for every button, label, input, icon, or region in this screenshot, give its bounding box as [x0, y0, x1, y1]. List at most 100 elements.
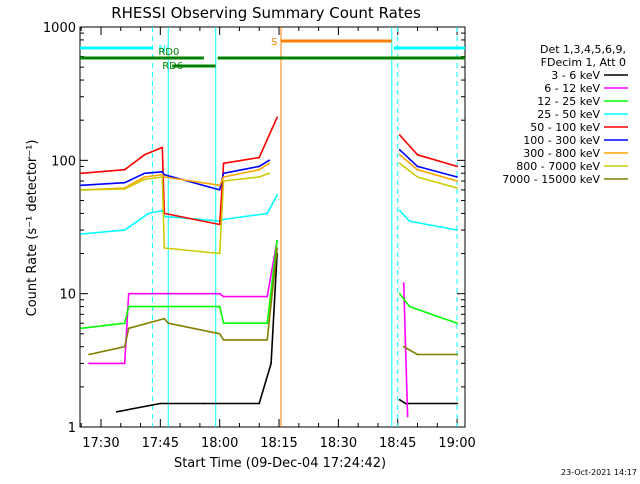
data-point: [222, 218, 225, 221]
data-point: [167, 292, 170, 295]
x-axis-label: Start Time (09-Dec-04 17:24:42): [174, 456, 386, 471]
data-point: [276, 239, 278, 242]
data-point: [258, 402, 261, 405]
data-point: [268, 172, 271, 175]
data-point: [123, 188, 126, 190]
data-point: [222, 295, 225, 298]
data-point: [398, 162, 401, 165]
data-point: [163, 317, 166, 320]
legend-entry-label: 800 - 7000 keV: [516, 160, 600, 173]
data-point: [159, 402, 162, 405]
legend-entry-label: 100 - 300 keV: [523, 134, 600, 147]
data-point: [127, 305, 130, 308]
data-point: [398, 153, 401, 156]
data-point: [167, 305, 170, 308]
x-tick-label: 18:30: [320, 436, 357, 451]
data-point: [266, 295, 269, 298]
chart-title: RHESSI Observing Summary Count Rates: [111, 4, 421, 22]
data-point: [88, 353, 91, 356]
data-point: [398, 148, 401, 151]
data-point: [416, 176, 419, 178]
data-point: [218, 223, 221, 226]
data-point: [218, 189, 221, 191]
data-point: [218, 292, 221, 295]
data-point: [406, 415, 409, 418]
data-point: [456, 322, 458, 325]
data-point: [163, 173, 166, 176]
data-point: [161, 146, 164, 149]
data-point: [402, 282, 405, 285]
legend-entry-label: 12 - 25 keV: [537, 95, 600, 108]
data-point: [123, 229, 126, 231]
data-point: [218, 332, 221, 335]
data-point: [161, 173, 164, 176]
data-point: [276, 116, 278, 119]
data-point: [266, 339, 269, 341]
data-point: [222, 172, 225, 175]
data-point: [80, 184, 83, 187]
legend-entry-label: 50 - 100 keV: [530, 121, 600, 134]
flag-label: RD0: [158, 47, 179, 58]
data-point: [398, 209, 401, 212]
legend-entry-label: 300 - 800 keV: [523, 147, 600, 160]
x-tick-label: 18:00: [201, 436, 238, 451]
legend-entry-label: 7000 - 15000 keV: [502, 173, 600, 186]
plot-frame: [79, 26, 466, 428]
data-point: [80, 327, 83, 330]
data-point: [456, 353, 458, 356]
legend-header: FDecim 1, Att 0: [541, 56, 626, 69]
data-point: [456, 180, 458, 182]
data-point: [456, 229, 458, 231]
data-point: [402, 345, 405, 348]
data-point: [163, 305, 166, 308]
data-point: [222, 176, 225, 178]
data-point: [408, 220, 411, 223]
flag-label: RD6: [162, 61, 183, 72]
data-point: [123, 322, 126, 325]
data-point: [123, 168, 126, 171]
data-point: [143, 176, 146, 178]
data-point: [143, 172, 146, 175]
data-point: [163, 176, 166, 178]
y-tick-label: 10: [59, 288, 76, 303]
legend-entry-label: 6 - 12 keV: [544, 82, 600, 95]
data-point: [222, 339, 225, 341]
data-point: [163, 292, 166, 295]
x-tick-label: 19:00: [438, 436, 475, 451]
legend-entry-label: 3 - 6 keV: [551, 69, 600, 82]
data-point: [127, 292, 130, 295]
data-point: [408, 305, 411, 308]
data-point: [276, 247, 278, 249]
data-point: [143, 153, 146, 156]
legend: Det 1,3,4,5,6,9,FDecim 1, Att 03 - 6 keV…: [502, 43, 628, 186]
data-point: [161, 170, 164, 173]
data-point: [161, 176, 164, 178]
y-axis-label: Count Rate (s⁻¹ detector⁻¹): [25, 140, 40, 317]
data-point: [456, 176, 458, 178]
data-point: [258, 156, 261, 159]
data-point: [416, 165, 419, 168]
x-tick-label: 17:30: [82, 436, 119, 451]
data-point: [147, 212, 150, 215]
data-point: [416, 153, 419, 156]
data-point: [416, 353, 419, 356]
data-point: [80, 189, 83, 191]
data-point: [88, 362, 91, 365]
data-point: [123, 362, 126, 365]
data-point: [268, 162, 271, 165]
y-tick-label: 1000: [43, 21, 76, 36]
data-point: [80, 172, 83, 175]
data-point: [218, 252, 221, 255]
data-point: [258, 176, 261, 178]
plot-timestamp: 23-Oct-2021 14:17: [561, 468, 637, 477]
data-point: [398, 134, 401, 136]
data-point: [416, 168, 419, 171]
data-point: [270, 362, 273, 365]
flag-label: N: [158, 44, 165, 55]
plot-area: 1 10 100 1000 17:30 17:45 18:00 18:15 18:30 18:45…: [43, 21, 476, 451]
y-tick-label: 1: [68, 421, 76, 436]
data-point: [456, 165, 458, 168]
